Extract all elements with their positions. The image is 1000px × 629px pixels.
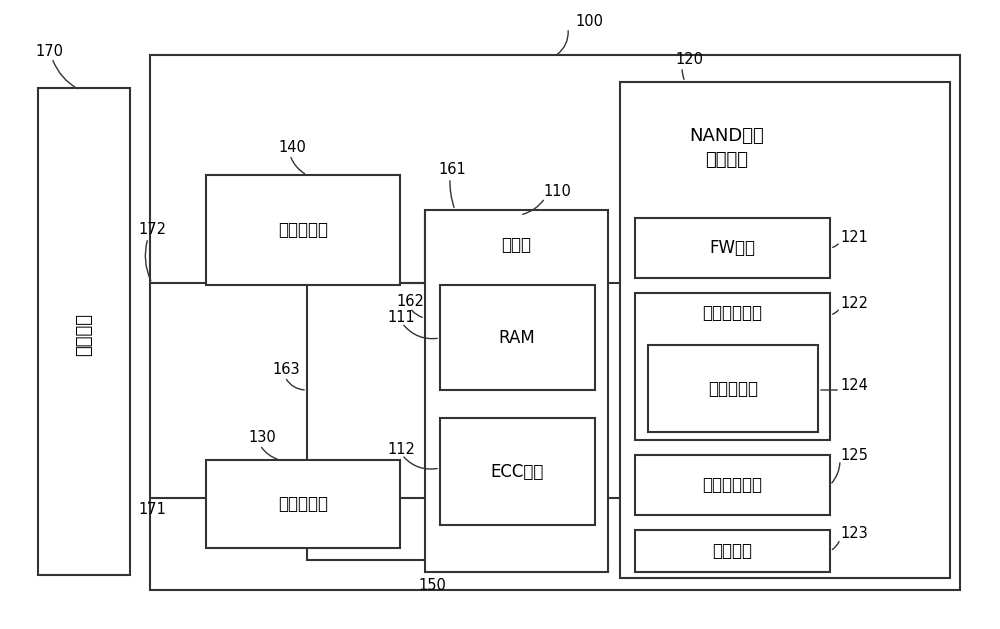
Bar <box>440 285 595 390</box>
Text: 主机装置: 主机装置 <box>75 313 93 357</box>
Bar <box>206 460 400 548</box>
Bar <box>648 345 818 432</box>
Bar <box>635 218 830 278</box>
Text: 130: 130 <box>248 430 276 445</box>
Text: 150: 150 <box>418 577 446 593</box>
Text: 110: 110 <box>543 184 571 199</box>
Text: NAND型闪
速存储器: NAND型闪 速存储器 <box>690 127 764 169</box>
Text: 控制器: 控制器 <box>501 236 531 254</box>
Text: 121: 121 <box>840 230 868 245</box>
Bar <box>635 455 830 515</box>
Text: 管理信息区域: 管理信息区域 <box>702 304 762 322</box>
Bar <box>150 55 960 590</box>
Text: 171: 171 <box>138 503 166 518</box>
Bar <box>440 418 595 525</box>
Bar <box>38 88 130 575</box>
Text: 140: 140 <box>278 140 306 155</box>
Bar <box>425 210 608 572</box>
Text: 172: 172 <box>138 223 166 238</box>
Text: 162: 162 <box>396 294 424 309</box>
Text: 电源供给部: 电源供给部 <box>278 221 328 239</box>
Text: 100: 100 <box>575 14 603 30</box>
Bar <box>620 82 950 578</box>
Text: 112: 112 <box>387 442 415 457</box>
Text: 坏块管理表: 坏块管理表 <box>708 380 758 398</box>
Text: 接口控制器: 接口控制器 <box>278 495 328 513</box>
Text: 170: 170 <box>35 45 63 60</box>
Text: FW区域: FW区域 <box>709 239 755 257</box>
Text: 用户区域: 用户区域 <box>712 542 752 560</box>
Text: 111: 111 <box>387 311 415 325</box>
Text: 122: 122 <box>840 296 868 311</box>
Text: 163: 163 <box>272 362 300 377</box>
Text: 125: 125 <box>840 447 868 462</box>
Text: 筛选日志区域: 筛选日志区域 <box>702 476 762 494</box>
Text: ECC电路: ECC电路 <box>490 463 544 481</box>
Text: 120: 120 <box>675 52 703 67</box>
Bar <box>635 293 830 440</box>
Text: 124: 124 <box>840 379 868 394</box>
Bar <box>206 175 400 285</box>
Text: 161: 161 <box>438 162 466 177</box>
Text: 123: 123 <box>840 526 868 542</box>
Text: RAM: RAM <box>499 329 535 347</box>
Bar <box>635 530 830 572</box>
